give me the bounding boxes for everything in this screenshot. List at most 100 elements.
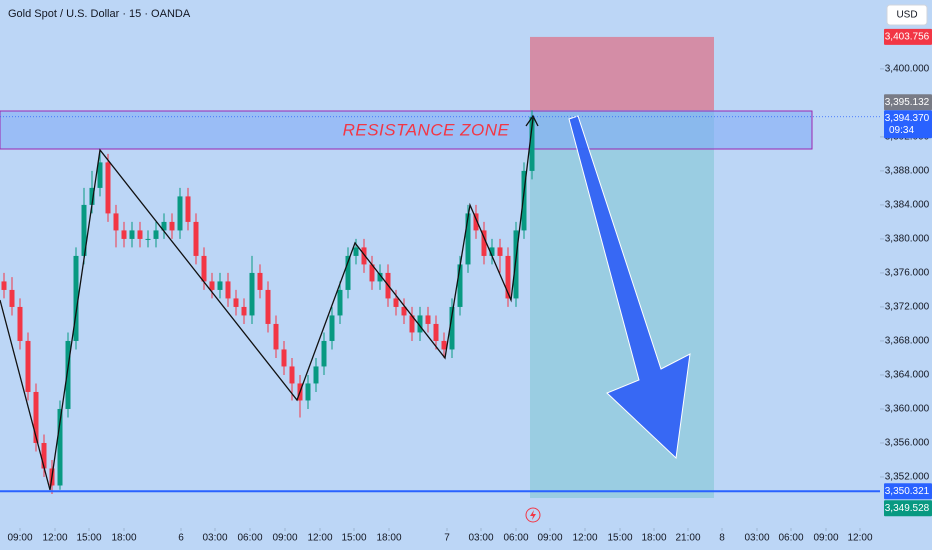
candle-body xyxy=(369,264,375,282)
candle-body xyxy=(129,230,135,239)
candle-body xyxy=(529,116,535,171)
candle-body xyxy=(457,264,463,307)
price-tag-label: 3,395.132 xyxy=(885,97,930,108)
candle-body xyxy=(361,247,367,265)
price-tag xyxy=(884,94,932,111)
candle-body xyxy=(81,204,87,256)
x-tick-label: 12:00 xyxy=(42,533,67,544)
candle-body xyxy=(521,170,527,231)
currency-label[interactable]: USD xyxy=(896,10,917,21)
candle-body xyxy=(17,306,23,341)
candle-body xyxy=(417,315,423,333)
candle-body xyxy=(433,323,439,341)
candle-body xyxy=(169,221,175,231)
candle-body xyxy=(41,442,47,469)
candle-body xyxy=(353,247,359,256)
y-tick-label: 3,364.000 xyxy=(885,370,930,381)
candle-body xyxy=(73,255,79,341)
event-icon[interactable] xyxy=(525,507,541,523)
candle-body xyxy=(57,408,63,486)
event-bolt xyxy=(530,510,536,520)
candle-body xyxy=(241,306,247,316)
candle-body xyxy=(137,230,143,239)
candle-body xyxy=(281,349,287,367)
y-tick-label: 3,388.000 xyxy=(885,166,930,177)
stop-loss-zone xyxy=(530,36,714,111)
drawings-front xyxy=(0,114,880,523)
candle-body xyxy=(393,298,399,307)
y-tick-label: 3,380.000 xyxy=(885,234,930,245)
candle-body xyxy=(449,306,455,350)
x-tick-label: 8 xyxy=(719,533,725,544)
x-tick-label: 12:00 xyxy=(572,533,597,544)
candle-body xyxy=(377,272,383,282)
candle-body xyxy=(177,196,183,231)
symbol-title: Gold Spot / U.S. Dollar · 15 · OANDA xyxy=(8,8,191,20)
y-tick-label: 3,360.000 xyxy=(885,404,930,415)
candle-body xyxy=(313,366,319,384)
x-tick-label: 06:00 xyxy=(503,533,528,544)
y-tick-label: 3,400.000 xyxy=(885,64,930,75)
candle-body xyxy=(409,315,415,333)
candle-body xyxy=(481,230,487,256)
price-tag-label: 3,394.370 xyxy=(885,113,930,124)
candle-body xyxy=(321,340,327,367)
x-tick-label: 15:00 xyxy=(607,533,632,544)
x-tick-label: 06:00 xyxy=(778,533,803,544)
x-tick-label: 03:00 xyxy=(202,533,227,544)
candle-body xyxy=(401,306,407,316)
candles xyxy=(1,110,535,494)
candle-body xyxy=(225,281,231,299)
candle-body xyxy=(489,247,495,256)
candle-body xyxy=(265,289,271,324)
resistance-zone xyxy=(0,110,813,150)
x-tick-label: 06:00 xyxy=(237,533,262,544)
x-tick-label: 18:00 xyxy=(641,533,666,544)
x-tick-label: 15:00 xyxy=(341,533,366,544)
resistance-label: RESISTANCE ZONE xyxy=(343,120,510,139)
axes: 3,400.0003,392.0003,388.0003,384.0003,38… xyxy=(7,28,932,544)
currency-button[interactable] xyxy=(886,4,928,26)
price-tag-label: 3,350.321 xyxy=(885,486,930,497)
x-tick-label: 12:00 xyxy=(307,533,332,544)
price-tag-label: 3,349.528 xyxy=(885,503,930,514)
y-tick-label: 3,352.000 xyxy=(885,472,930,483)
x-tick-label: 18:00 xyxy=(376,533,401,544)
candle-body xyxy=(473,213,479,231)
candle-body xyxy=(161,221,167,231)
price-tag-label: 3,403.756 xyxy=(885,32,930,43)
candle-body xyxy=(217,281,223,290)
x-tick-label: 7 xyxy=(444,533,450,544)
candle-body xyxy=(25,340,31,392)
candle-body xyxy=(425,315,431,324)
x-tick-label: 18:00 xyxy=(111,533,136,544)
candle-body xyxy=(1,281,7,290)
candle-body xyxy=(329,315,335,341)
price-tag xyxy=(884,483,932,500)
candle-body xyxy=(497,247,503,256)
candle-body xyxy=(33,391,39,443)
countdown-label: 09:34 xyxy=(889,125,914,136)
x-tick-label: 03:00 xyxy=(468,533,493,544)
candle-body xyxy=(201,255,207,282)
candle-body xyxy=(89,187,95,205)
y-tick-label: 3,376.000 xyxy=(885,268,930,279)
candle-body xyxy=(185,196,191,222)
price-tag xyxy=(884,500,932,517)
candle-body xyxy=(145,238,151,240)
x-tick-label: 09:00 xyxy=(537,533,562,544)
x-tick-label: 09:00 xyxy=(272,533,297,544)
y-tick-label: 3,356.000 xyxy=(885,438,930,449)
candle-body xyxy=(193,221,199,256)
candle-body xyxy=(257,272,263,290)
candle-body xyxy=(441,340,447,350)
candle-body xyxy=(105,162,111,214)
candle-body xyxy=(97,162,103,188)
x-tick-label: 03:00 xyxy=(744,533,769,544)
zigzag-arrowhead xyxy=(525,114,539,127)
down-arrow xyxy=(568,115,691,460)
candle-body xyxy=(113,213,119,231)
zigzag xyxy=(0,117,534,491)
